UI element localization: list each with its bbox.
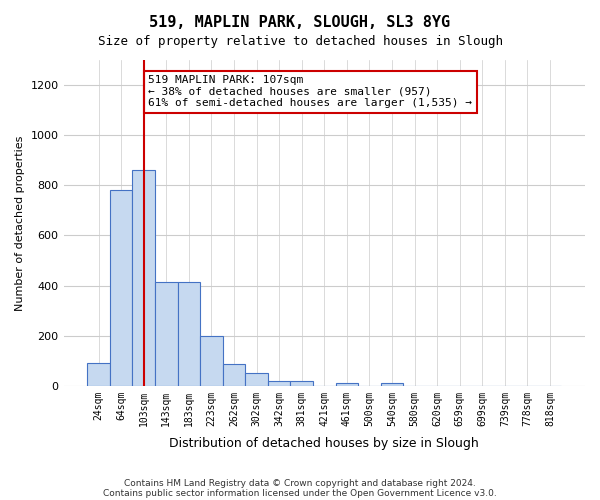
- Y-axis label: Number of detached properties: Number of detached properties: [15, 135, 25, 310]
- Text: Contains public sector information licensed under the Open Government Licence v3: Contains public sector information licen…: [103, 488, 497, 498]
- Bar: [133, 170, 155, 386]
- Bar: [290, 381, 313, 386]
- Bar: [268, 381, 290, 386]
- Bar: [223, 364, 245, 386]
- Bar: [335, 384, 358, 386]
- Text: 519 MAPLIN PARK: 107sqm
← 38% of detached houses are smaller (957)
61% of semi-d: 519 MAPLIN PARK: 107sqm ← 38% of detache…: [148, 75, 472, 108]
- Bar: [200, 336, 223, 386]
- Bar: [245, 373, 268, 386]
- Text: 519, MAPLIN PARK, SLOUGH, SL3 8YG: 519, MAPLIN PARK, SLOUGH, SL3 8YG: [149, 15, 451, 30]
- Text: Size of property relative to detached houses in Slough: Size of property relative to detached ho…: [97, 35, 503, 48]
- Bar: [155, 282, 178, 386]
- Bar: [110, 190, 133, 386]
- X-axis label: Distribution of detached houses by size in Slough: Distribution of detached houses by size …: [169, 437, 479, 450]
- Bar: [381, 384, 403, 386]
- Bar: [178, 282, 200, 386]
- Bar: [87, 363, 110, 386]
- Text: Contains HM Land Registry data © Crown copyright and database right 2024.: Contains HM Land Registry data © Crown c…: [124, 478, 476, 488]
